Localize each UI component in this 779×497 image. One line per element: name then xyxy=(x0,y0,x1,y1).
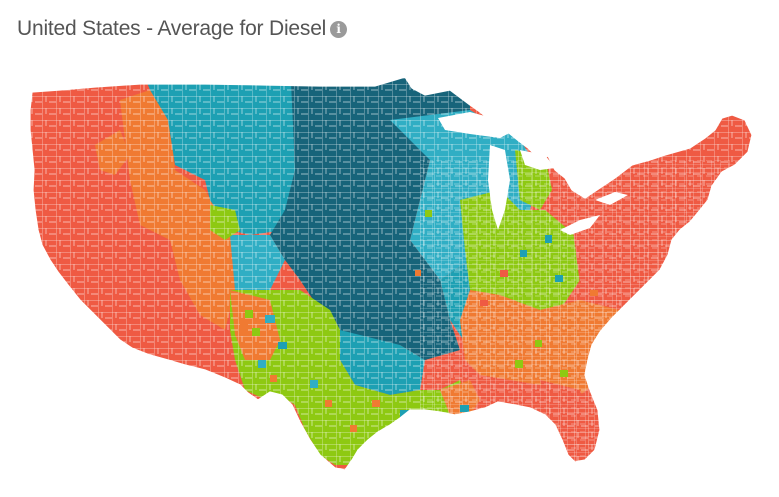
map-regions xyxy=(30,77,752,470)
page-header: United States - Average for Diesel i xyxy=(17,14,348,44)
info-icon[interactable]: i xyxy=(330,20,348,38)
county-accents xyxy=(240,210,607,432)
great-lakes xyxy=(438,112,628,235)
us-map-svg[interactable] xyxy=(0,60,779,497)
page-title: United States - Average for Diesel xyxy=(17,17,327,40)
us-county-map[interactable] xyxy=(0,60,779,497)
